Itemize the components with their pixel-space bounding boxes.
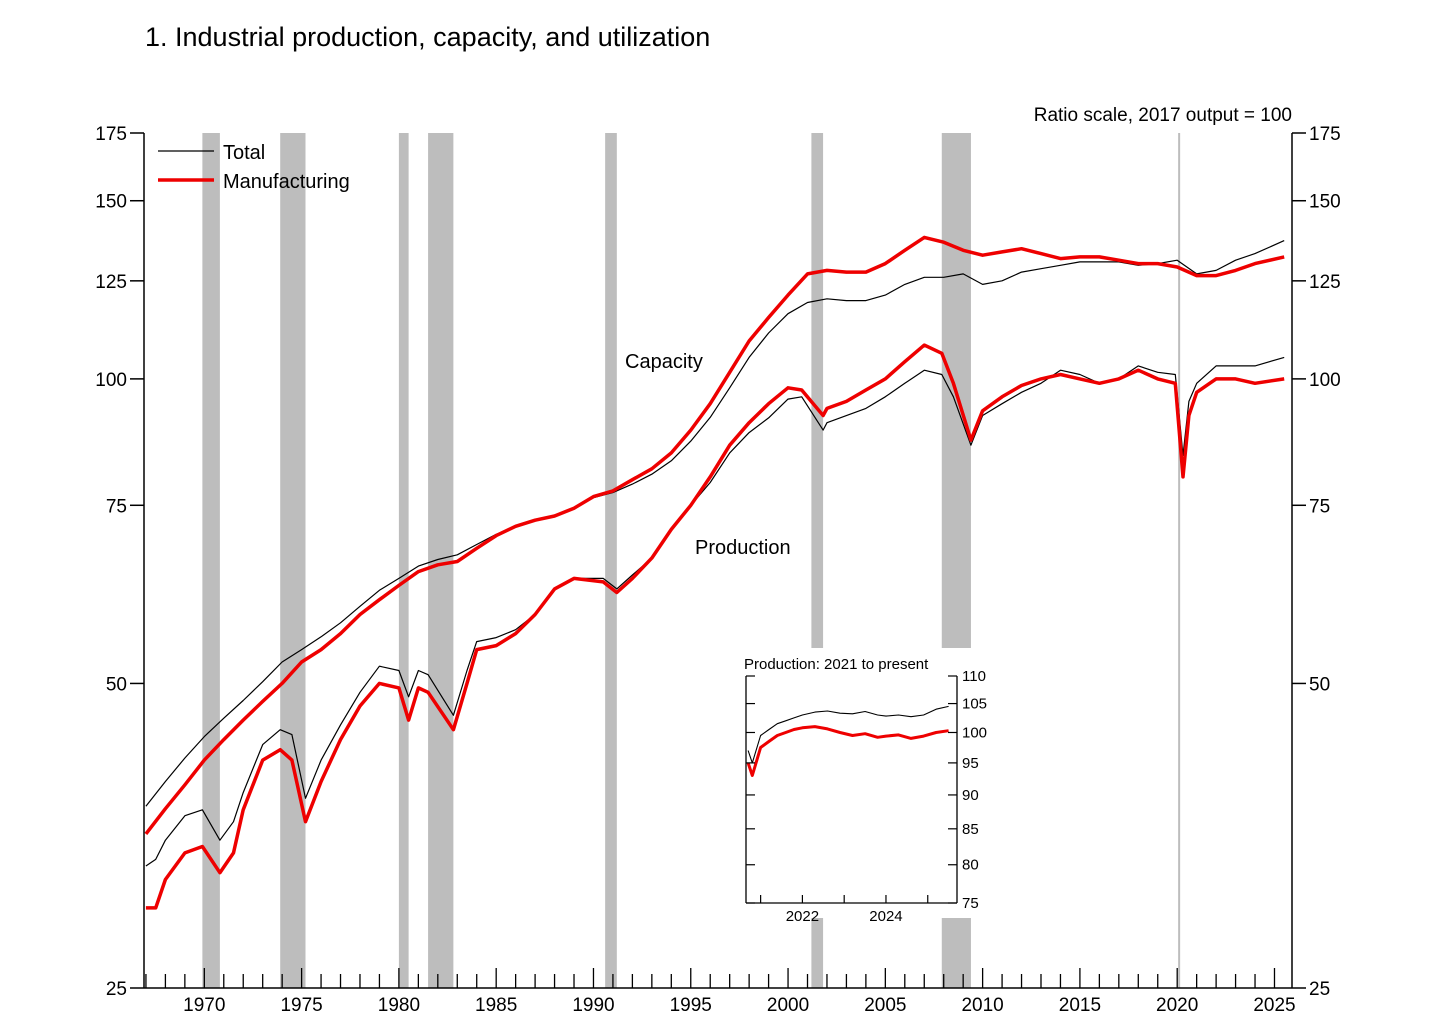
y-tick-label-left-50: 50 <box>106 674 127 695</box>
y-tick-label-right-175: 175 <box>1309 124 1341 145</box>
inset-x-tick-label-2024: 2024 <box>869 908 902 925</box>
series-production-manufacturing <box>145 343 1285 910</box>
inset-y-tick-label-110: 110 <box>962 668 986 685</box>
inset-y-tick-label-100: 100 <box>962 724 987 741</box>
inset-y-tick-label-75: 75 <box>962 895 979 912</box>
x-tick-label-1980: 1980 <box>378 995 420 1016</box>
main-plot-lines <box>144 235 1285 910</box>
x-tick-label-2010: 2010 <box>961 995 1003 1016</box>
y-tick-label-left-125: 125 <box>95 272 127 293</box>
inset-y-tick-label-85: 85 <box>962 821 979 838</box>
inset-y-tick-label-95: 95 <box>962 755 979 772</box>
y-tick-label-right-125: 125 <box>1309 272 1341 293</box>
inset-series-manufacturing <box>746 725 949 777</box>
x-tick-label-1990: 1990 <box>572 995 614 1016</box>
inset-title: Production: 2021 to present <box>744 656 929 673</box>
annotation-capacity: Capacity <box>625 351 703 373</box>
inset-lines <box>746 705 949 777</box>
y-tick-label-left-175: 175 <box>95 124 127 145</box>
legend: Total Manufacturing <box>158 142 350 193</box>
inset-series-total <box>747 705 949 764</box>
x-tick-label-1985: 1985 <box>475 995 517 1016</box>
legend-label-total: Total <box>223 142 265 164</box>
inset-background <box>736 648 998 918</box>
plot-frame <box>143 133 1293 989</box>
series-capacity-manufacturing <box>144 235 1285 835</box>
inset-y-tick-label-105: 105 <box>962 696 987 713</box>
legend-label-manufacturing: Manufacturing <box>223 171 350 193</box>
x-tick-label-2000: 2000 <box>767 995 809 1016</box>
recession-bar-2 <box>398 133 409 988</box>
recession-bar-4 <box>605 133 617 988</box>
chart-title: 1. Industrial production, capacity, and … <box>145 22 711 52</box>
inset-frame: 75 80 85 90 95 100 105 110 2022 2024 <box>745 668 987 925</box>
x-tick-label-1975: 1975 <box>280 995 322 1016</box>
x-tick-label-1970: 1970 <box>183 995 225 1016</box>
y-tick-label-left-75: 75 <box>106 496 127 517</box>
x-tick-label-2020: 2020 <box>1156 995 1198 1016</box>
inset-chart: Production: 2021 to present 75 80 85 90 95 10… <box>736 648 998 925</box>
inset-y-tick-label-90: 90 <box>962 787 979 804</box>
scale-note: Ratio scale, 2017 output = 100 <box>1034 105 1292 126</box>
recession-bar-5 <box>811 133 824 988</box>
x-tick-label-1995: 1995 <box>670 995 712 1016</box>
recession-bar-0 <box>202 133 220 988</box>
y-tick-label-right-25: 25 <box>1309 979 1330 1000</box>
y-tick-label-right-75: 75 <box>1309 496 1330 517</box>
x-tick-label-2015: 2015 <box>1059 995 1101 1016</box>
y-tick-label-left-25: 25 <box>106 979 127 1000</box>
recession-shading <box>202 133 1181 988</box>
axis-ticks: 25 25 50 50 75 75 100 100 125 125 150 150 175 175 1970… <box>95 124 1340 1016</box>
annotation-production: Production <box>695 537 791 559</box>
x-tick-label-2025: 2025 <box>1253 995 1295 1016</box>
y-tick-label-left-150: 150 <box>95 192 127 213</box>
y-tick-label-right-100: 100 <box>1309 370 1341 391</box>
y-tick-label-right-50: 50 <box>1309 674 1330 695</box>
inset-x-tick-label-2022: 2022 <box>786 908 819 925</box>
y-tick-label-left-100: 100 <box>95 370 127 391</box>
inset-y-tick-label-80: 80 <box>962 857 979 874</box>
series-capacity-total <box>145 240 1285 807</box>
x-tick-label-2005: 2005 <box>864 995 906 1016</box>
recession-bar-3 <box>428 133 454 988</box>
recession-bar-1 <box>280 133 306 988</box>
y-tick-label-right-150: 150 <box>1309 192 1341 213</box>
